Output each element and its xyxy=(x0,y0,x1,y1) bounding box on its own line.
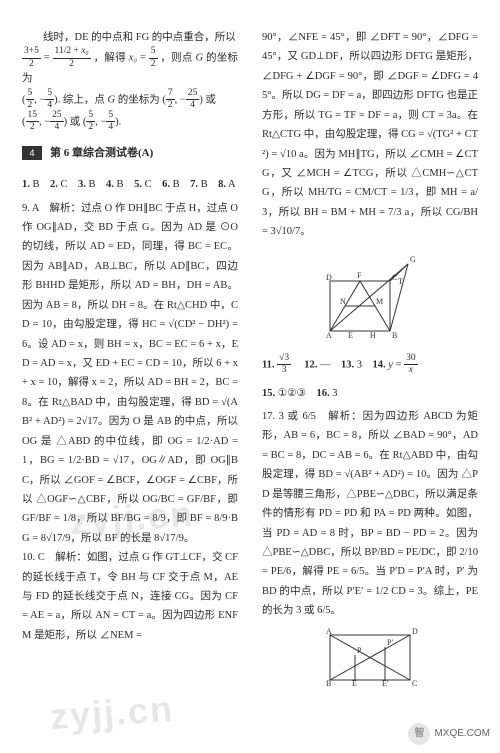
right-column: 90°，∠NFE = 45°，即 ∠DFT = 90°，∠DFG = 45°，又… xyxy=(258,28,478,735)
q17-text: 17. 3 或 6/5 解析：因为四边形 ABCD 为矩形，AB = 6，BC … xyxy=(262,407,478,621)
pre-section-line-3: (52, −54). 综上，点 G 的坐标为 (72, −254) 或 xyxy=(22,89,238,111)
section-title: 第 6 章综合测试卷(A) xyxy=(50,143,153,163)
svg-text:N: N xyxy=(340,297,346,306)
svg-text:E: E xyxy=(352,679,357,687)
q10-continuation: 90°，∠NFE = 45°，即 ∠DFT = 90°，∠DFG = 45°，又… xyxy=(262,28,478,242)
svg-text:E′: E′ xyxy=(382,679,389,687)
pre-section-line-4: (152, −254) 或 (52, −54). xyxy=(22,111,238,133)
svg-text:C: C xyxy=(392,273,397,282)
svg-text:F: F xyxy=(357,271,362,280)
fill-answer-line-2: 15. ①②③ 16. 3 xyxy=(262,384,478,403)
site-badge: 智 MXQE.COM xyxy=(408,723,490,745)
left-column: 线时，DE 的中点和 FG 的中点重合，所以 3+52 = 11/2 + x₀2… xyxy=(22,28,242,735)
two-columns: 线时，DE 的中点和 FG 的中点重合，所以 3+52 = 11/2 + x₀2… xyxy=(22,28,478,735)
svg-text:D: D xyxy=(326,273,332,282)
svg-text:D: D xyxy=(412,627,418,636)
pre-section-line-2: 3+52 = 11/2 + x₀2 ，解得 x₀ = 52 ，则点 G 的坐标为 xyxy=(22,47,238,88)
figure-2: A D B C E E′ P P′ xyxy=(315,625,425,687)
svg-text:M: M xyxy=(376,297,383,306)
q9-text: 9. A 解析：过点 O 作 DH∥BC 于点 H，过点 O 作 OG∥AD，交… xyxy=(22,199,238,549)
section-header: 4 第 6 章综合测试卷(A) xyxy=(22,143,238,163)
svg-text:C: C xyxy=(412,679,417,687)
svg-text:G: G xyxy=(410,255,416,264)
mc-answer-line: 1. B 2. C 3. B 4. B 5. C 6. B 7. B 8. A xyxy=(22,175,238,194)
svg-text:H: H xyxy=(370,331,376,340)
badge-logo-icon: 智 xyxy=(408,723,430,745)
svg-text:A: A xyxy=(326,627,332,636)
section-number-box: 4 xyxy=(22,146,42,160)
svg-text:B: B xyxy=(392,331,397,340)
svg-text:E: E xyxy=(348,331,353,340)
svg-text:T: T xyxy=(398,277,403,286)
figure-1-wrap: D C A B G T F N M H E xyxy=(262,246,478,346)
fill-answer-line-1: 11. √33 12. — 13. 3 14. y = 30x xyxy=(262,354,478,376)
svg-text:A: A xyxy=(326,331,332,340)
pre-section-line-1: 线时，DE 的中点和 FG 的中点重合，所以 xyxy=(22,28,238,47)
figure-2-wrap: A D B C E E′ P P′ xyxy=(262,625,478,687)
svg-text:B: B xyxy=(326,679,331,687)
page: 线时，DE 的中点和 FG 的中点重合，所以 3+52 = 11/2 + x₀2… xyxy=(0,0,500,753)
badge-site: MXQE.COM xyxy=(434,725,490,744)
figure-1: D C A B G T F N M H E xyxy=(310,246,430,346)
q10-text: 10. C 解析：如图，过点 G 作 GT⊥CF，交 CF 的延长线于点 T，令… xyxy=(22,548,238,645)
svg-text:P: P xyxy=(357,646,362,655)
svg-text:P′: P′ xyxy=(387,638,393,647)
